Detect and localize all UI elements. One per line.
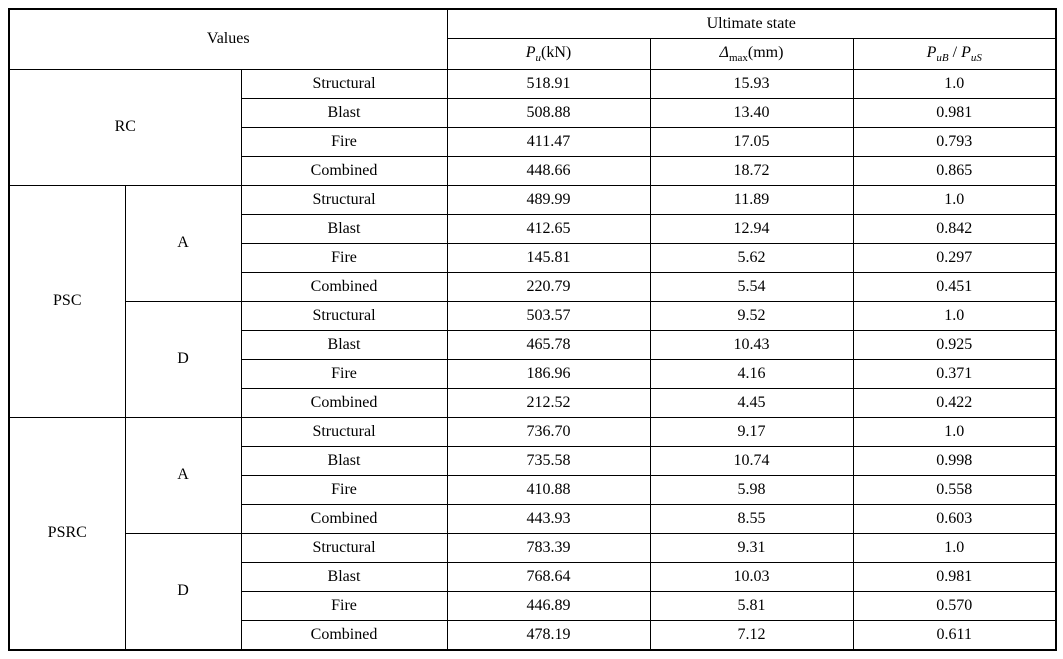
subgroup-a: A	[125, 417, 241, 533]
ratio-cell: 0.611	[853, 620, 1056, 650]
pu-cell: 446.89	[447, 591, 650, 620]
ratio-cell: 1.0	[853, 417, 1056, 446]
group-psrc: PSRC	[9, 417, 125, 650]
header-pu: Pu(kN)	[447, 39, 650, 70]
table-row: PSC A Structural 489.99 11.89 1.0	[9, 185, 1056, 214]
dmax-cell: 9.31	[650, 533, 853, 562]
dmax-cell: 13.40	[650, 98, 853, 127]
pu-cell: 783.39	[447, 533, 650, 562]
subgroup-a: A	[125, 185, 241, 301]
cond-cell: Blast	[241, 446, 447, 475]
pu-cell: 186.96	[447, 359, 650, 388]
ratio-cell: 0.570	[853, 591, 1056, 620]
dmax-cell: 12.94	[650, 214, 853, 243]
cond-cell: Combined	[241, 504, 447, 533]
dmax-cell: 10.74	[650, 446, 853, 475]
cond-cell: Blast	[241, 214, 447, 243]
dmax-cell: 18.72	[650, 156, 853, 185]
ratio-cell: 0.981	[853, 98, 1056, 127]
dmax-cell: 5.54	[650, 272, 853, 301]
ratio-cell: 0.297	[853, 243, 1056, 272]
pu-cell: 508.88	[447, 98, 650, 127]
ratio-cell: 1.0	[853, 185, 1056, 214]
cond-cell: Combined	[241, 388, 447, 417]
ratio-cell: 0.842	[853, 214, 1056, 243]
ratio-cell: 0.998	[853, 446, 1056, 475]
dmax-cell: 7.12	[650, 620, 853, 650]
pu-cell: 518.91	[447, 69, 650, 98]
cond-cell: Structural	[241, 69, 447, 98]
table-row: PSRC A Structural 736.70 9.17 1.0	[9, 417, 1056, 446]
ratio-cell: 1.0	[853, 301, 1056, 330]
pu-cell: 478.19	[447, 620, 650, 650]
dmax-cell: 10.43	[650, 330, 853, 359]
dmax-cell: 5.62	[650, 243, 853, 272]
table-row: D Structural 783.39 9.31 1.0	[9, 533, 1056, 562]
pu-cell: 212.52	[447, 388, 650, 417]
subgroup-d: D	[125, 533, 241, 650]
pu-cell: 443.93	[447, 504, 650, 533]
ratio-cell: 0.981	[853, 562, 1056, 591]
table-row: RC Structural 518.91 15.93 1.0	[9, 69, 1056, 98]
pu-cell: 220.79	[447, 272, 650, 301]
cond-cell: Structural	[241, 185, 447, 214]
pu-cell: 145.81	[447, 243, 650, 272]
group-psc: PSC	[9, 185, 125, 417]
ratio-cell: 0.451	[853, 272, 1056, 301]
cond-cell: Combined	[241, 156, 447, 185]
pu-cell: 465.78	[447, 330, 650, 359]
pu-cell: 768.64	[447, 562, 650, 591]
dmax-cell: 5.98	[650, 475, 853, 504]
group-rc: RC	[9, 69, 241, 185]
ratio-cell: 0.422	[853, 388, 1056, 417]
subgroup-d: D	[125, 301, 241, 417]
cond-cell: Blast	[241, 98, 447, 127]
dmax-cell: 5.81	[650, 591, 853, 620]
dmax-cell: 11.89	[650, 185, 853, 214]
cond-cell: Structural	[241, 301, 447, 330]
header-delta-max: Δmax(mm)	[650, 39, 853, 70]
cond-cell: Fire	[241, 243, 447, 272]
cond-cell: Fire	[241, 591, 447, 620]
cond-cell: Fire	[241, 359, 447, 388]
ratio-cell: 0.603	[853, 504, 1056, 533]
ratio-cell: 0.865	[853, 156, 1056, 185]
ratio-cell: 0.925	[853, 330, 1056, 359]
ratio-cell: 0.793	[853, 127, 1056, 156]
pu-cell: 735.58	[447, 446, 650, 475]
cond-cell: Combined	[241, 272, 447, 301]
cond-cell: Combined	[241, 620, 447, 650]
ultimate-state-table: Values Ultimate state Pu(kN) Δmax(mm) Pu…	[8, 8, 1057, 651]
cond-cell: Fire	[241, 127, 447, 156]
ratio-cell: 1.0	[853, 533, 1056, 562]
pu-cell: 411.47	[447, 127, 650, 156]
pu-cell: 736.70	[447, 417, 650, 446]
cond-cell: Fire	[241, 475, 447, 504]
dmax-cell: 15.93	[650, 69, 853, 98]
dmax-cell: 4.16	[650, 359, 853, 388]
cond-cell: Structural	[241, 417, 447, 446]
dmax-cell: 4.45	[650, 388, 853, 417]
pu-cell: 448.66	[447, 156, 650, 185]
header-ultimate: Ultimate state	[447, 9, 1056, 39]
cond-cell: Blast	[241, 330, 447, 359]
header-values: Values	[9, 9, 447, 69]
table-row: D Structural 503.57 9.52 1.0	[9, 301, 1056, 330]
dmax-cell: 9.17	[650, 417, 853, 446]
dmax-cell: 9.52	[650, 301, 853, 330]
dmax-cell: 8.55	[650, 504, 853, 533]
dmax-cell: 17.05	[650, 127, 853, 156]
pu-cell: 410.88	[447, 475, 650, 504]
dmax-cell: 10.03	[650, 562, 853, 591]
cond-cell: Structural	[241, 533, 447, 562]
ratio-cell: 0.558	[853, 475, 1056, 504]
pu-cell: 489.99	[447, 185, 650, 214]
header-ratio: PuB / PuS	[853, 39, 1056, 70]
pu-cell: 412.65	[447, 214, 650, 243]
ratio-cell: 1.0	[853, 69, 1056, 98]
cond-cell: Blast	[241, 562, 447, 591]
pu-cell: 503.57	[447, 301, 650, 330]
ratio-cell: 0.371	[853, 359, 1056, 388]
